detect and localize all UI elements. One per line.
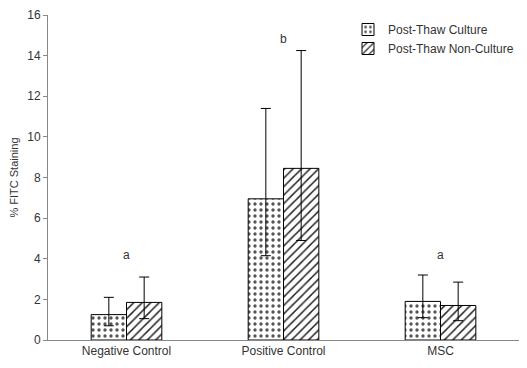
svg-text:MSC: MSC <box>427 344 454 358</box>
svg-text:16: 16 <box>27 8 41 22</box>
svg-text:Negative Control: Negative Control <box>82 344 171 358</box>
svg-text:b: b <box>280 32 287 46</box>
svg-text:% FITC Staining: % FITC Staining <box>8 137 20 217</box>
svg-text:0: 0 <box>34 333 41 347</box>
svg-text:6: 6 <box>34 211 41 225</box>
svg-text:4: 4 <box>34 252 41 266</box>
svg-text:12: 12 <box>27 89 41 103</box>
svg-text:Post-Thaw Non-Culture: Post-Thaw Non-Culture <box>388 42 514 56</box>
svg-text:10: 10 <box>27 130 41 144</box>
svg-text:14: 14 <box>27 49 41 63</box>
svg-text:a: a <box>437 248 444 262</box>
svg-text:a: a <box>123 248 130 262</box>
svg-text:Positive Control: Positive Control <box>241 344 325 358</box>
svg-text:8: 8 <box>34 171 41 185</box>
svg-text:2: 2 <box>34 293 41 307</box>
svg-text:Post-Thaw Culture: Post-Thaw Culture <box>388 23 488 37</box>
